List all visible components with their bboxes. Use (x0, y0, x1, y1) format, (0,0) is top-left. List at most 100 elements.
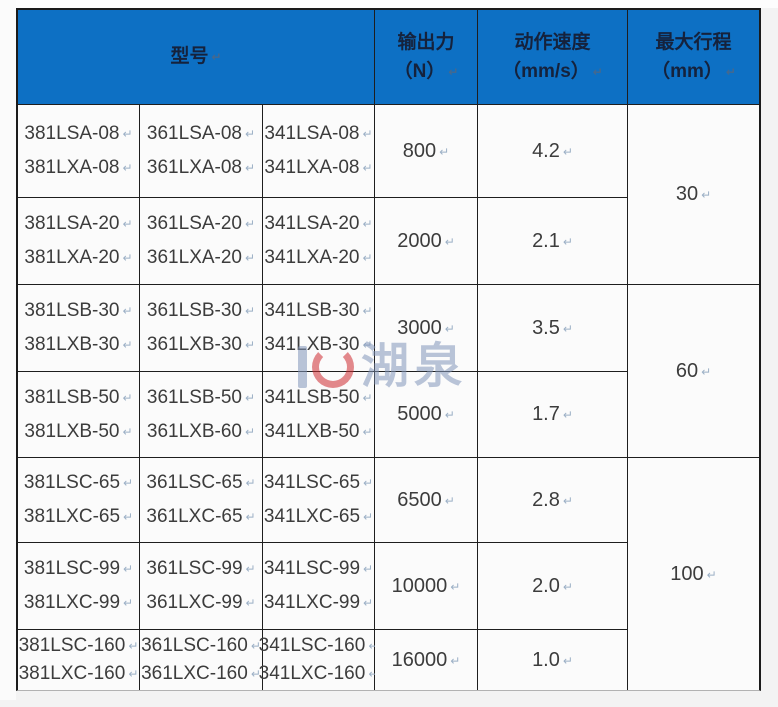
speed-cell: 2.1 ↵ (478, 198, 628, 285)
speed-text: 1.0 (532, 648, 560, 671)
model-cell: 381LSB-50 ↵ 381LXB-50 ↵ (18, 372, 140, 458)
return-mark-icon: ↵ (245, 510, 256, 524)
return-mark-icon: ↵ (363, 596, 374, 610)
return-mark-icon: ↵ (562, 579, 573, 594)
model-line: 361LXA-20 ↵ (147, 241, 255, 275)
speed-text: 3.5 (532, 316, 560, 339)
model-cell: 381LSC-99 ↵ 381LXC-99 ↵ (18, 543, 140, 630)
model-text: 361LXC-99 (146, 592, 243, 613)
model-line: 341LXC-160 ↵ (259, 660, 379, 688)
model-line: 341LSA-20 ↵ (264, 207, 372, 241)
model-line: 381LSC-99 ↵ (24, 552, 133, 586)
force-value: 6500 ↵ (397, 489, 455, 512)
return-mark-icon: ↵ (123, 476, 134, 490)
model-text: 341LSC-99 (263, 558, 361, 579)
header-speed: 动作速度 （mm/s） ↵ (478, 10, 628, 105)
model-line: 341LXC-99 ↵ (264, 586, 373, 620)
model-line: 341LXA-08 ↵ (264, 151, 372, 185)
model-line: 381LSA-20 ↵ (24, 207, 132, 241)
return-mark-icon: ↵ (725, 64, 736, 79)
speed-value: 1.7 ↵ (532, 403, 573, 426)
model-text: 381LXC-160 (18, 663, 126, 684)
force-value: 16000 ↵ (392, 649, 461, 672)
speed-value: 2.1 ↵ (532, 230, 573, 253)
return-mark-icon: ↵ (250, 667, 261, 681)
force-text: 6500 (397, 488, 442, 511)
stroke-cell: 30 ↵ (628, 105, 759, 285)
header-text: 型号 (170, 46, 209, 67)
page-top-strip (0, 0, 778, 8)
model-text: 361LXB-60 (146, 420, 242, 442)
speed-cell: 2.8 ↵ (478, 458, 628, 543)
return-mark-icon: ↵ (362, 338, 373, 352)
speed-value: 3.5 ↵ (532, 317, 573, 340)
force-cell: 2000 ↵ (375, 198, 478, 285)
return-mark-icon: ↵ (128, 639, 139, 653)
model-text: 341LSB-30 (264, 300, 360, 321)
model-text: 381LXB-30 (24, 334, 120, 355)
model-line: 381LSB-30 ↵ (24, 294, 132, 328)
return-mark-icon: ↵ (362, 390, 373, 405)
model-text: 381LXC-99 (23, 592, 121, 613)
return-mark-icon: ↵ (245, 161, 256, 175)
model-line: 361LSA-20 ↵ (147, 207, 255, 241)
speed-text: 2.1 (532, 229, 560, 252)
model-text: 361LXA-08 (146, 157, 242, 178)
return-mark-icon: ↵ (122, 127, 133, 141)
return-mark-icon: ↵ (562, 493, 573, 508)
model-line: 361LSC-99 ↵ (146, 552, 255, 586)
force-value: 10000 ↵ (392, 575, 461, 598)
model-cell: 341LSB-30 ↵ 341LXB-30 ↵ (263, 285, 375, 372)
return-mark-icon: ↵ (123, 562, 134, 576)
model-text: 341LSC-160 (258, 635, 366, 656)
force-cell: 3000 ↵ (375, 285, 478, 372)
model-text: 361LSA-08 (146, 123, 242, 144)
force-text: 10000 (391, 574, 448, 597)
model-text: 341LXC-160 (258, 663, 366, 684)
speed-cell: 2.0 ↵ (478, 543, 628, 630)
stroke-value: 60 ↵ (676, 360, 711, 383)
header-text: （N） (393, 60, 446, 82)
return-mark-icon: ↵ (444, 234, 455, 249)
model-cell: 361LSC-99 ↵ 361LXC-99 ↵ (140, 543, 263, 630)
spec-table: 型号 ↵ 输出力 （N） ↵ 动作速度 （mm/s） ↵ 最大行程 （mm） ↵ 381… (16, 8, 761, 691)
return-mark-icon: ↵ (122, 217, 133, 231)
model-text: 381LXC-65 (23, 506, 121, 527)
model-line: 381LXC-160 ↵ (19, 660, 139, 688)
model-line: 381LXA-20 ↵ (24, 241, 132, 275)
return-mark-icon: ↵ (362, 161, 373, 175)
return-mark-icon: ↵ (439, 144, 450, 159)
model-cell: 361LSB-30 ↵ 361LXB-30 ↵ (140, 285, 263, 372)
model-text: 341LXC-99 (263, 592, 361, 613)
return-mark-icon: ↵ (701, 364, 712, 379)
return-mark-icon: ↵ (250, 639, 261, 653)
return-mark-icon: ↵ (245, 217, 256, 231)
stroke-value: 30 ↵ (676, 183, 711, 206)
force-cell: 800 ↵ (375, 105, 478, 198)
model-text: 381LSB-50 (24, 386, 120, 408)
model-text: 381LSC-99 (23, 558, 121, 579)
force-cell: 10000 ↵ (375, 543, 478, 630)
model-line: 341LXB-50 ↵ (264, 415, 372, 449)
return-mark-icon: ↵ (245, 562, 256, 576)
model-cell: 361LSA-20 ↵ 361LXA-20 ↵ (140, 198, 263, 285)
return-mark-icon: ↵ (701, 188, 712, 202)
return-mark-icon: ↵ (562, 321, 573, 336)
return-mark-icon: ↵ (562, 234, 573, 249)
model-cell: 381LSB-30 ↵ 381LXB-30 ↵ (18, 285, 140, 372)
stroke-value: 100 ↵ (670, 563, 716, 586)
model-line: 381LSC-65 ↵ (24, 466, 133, 500)
model-text: 381LSC-160 (18, 635, 126, 656)
header-text: 最大行程 (655, 31, 732, 53)
model-line: 381LXB-50 ↵ (24, 415, 132, 449)
header-model: 型号 ↵ (18, 10, 375, 105)
return-mark-icon: ↵ (122, 390, 133, 405)
speed-text: 2.0 (532, 574, 560, 597)
return-mark-icon: ↵ (706, 567, 717, 582)
model-cell: 341LSC-99 ↵ 341LXC-99 ↵ (263, 543, 375, 630)
model-text: 341LXA-20 (264, 247, 360, 268)
return-mark-icon: ↵ (245, 127, 256, 141)
model-text: 341LSB-50 (264, 386, 360, 408)
header-text: 输出力 (397, 31, 455, 53)
speed-cell: 3.5 ↵ (478, 285, 628, 372)
